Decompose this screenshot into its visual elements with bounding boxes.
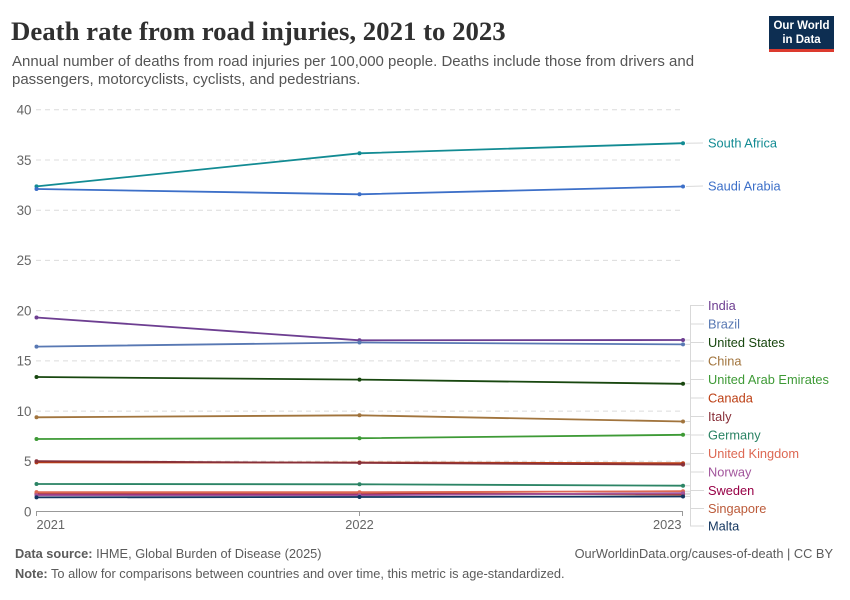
svg-text:United Kingdom: United Kingdom	[708, 446, 799, 461]
svg-text:Malta: Malta	[708, 519, 740, 534]
svg-text:United States: United States	[708, 335, 785, 350]
svg-text:2023: 2023	[653, 517, 681, 532]
svg-text:Saudi Arabia: Saudi Arabia	[708, 179, 781, 194]
svg-text:United Arab Emirates: United Arab Emirates	[708, 372, 829, 387]
svg-text:0: 0	[24, 504, 31, 519]
svg-text:30: 30	[17, 203, 32, 218]
svg-text:Canada: Canada	[708, 391, 754, 406]
svg-text:15: 15	[17, 354, 32, 369]
svg-text:Sweden: Sweden	[708, 483, 754, 498]
svg-text:Germany: Germany	[708, 428, 761, 443]
svg-text:2021: 2021	[37, 517, 65, 532]
svg-text:10: 10	[17, 404, 32, 419]
svg-text:Italy: Italy	[708, 409, 732, 424]
svg-text:China: China	[708, 354, 742, 369]
svg-text:35: 35	[17, 153, 32, 168]
svg-text:Brazil: Brazil	[708, 317, 740, 332]
svg-text:5: 5	[24, 454, 31, 469]
svg-text:20: 20	[17, 303, 32, 318]
svg-text:South Africa: South Africa	[708, 136, 778, 151]
svg-text:40: 40	[17, 103, 32, 118]
svg-text:Singapore: Singapore	[708, 501, 766, 516]
svg-text:2022: 2022	[345, 517, 373, 532]
svg-text:25: 25	[17, 253, 32, 268]
svg-text:Norway: Norway	[708, 465, 752, 480]
svg-text:India: India	[708, 298, 737, 313]
